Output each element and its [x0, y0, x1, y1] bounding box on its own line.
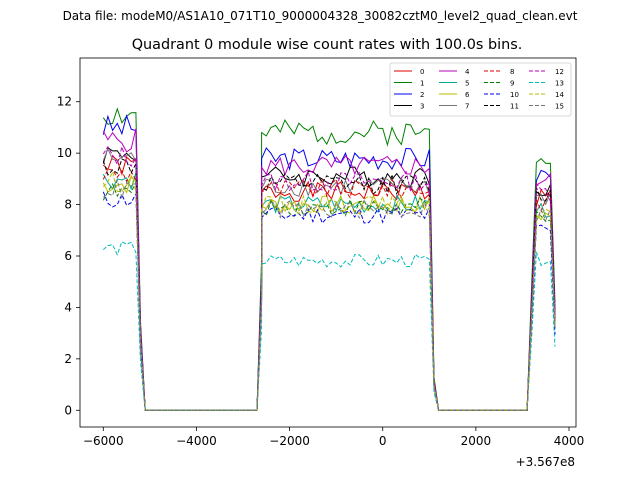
y-tick-label: 2 — [64, 352, 72, 366]
x-tick-label: 2000 — [461, 434, 492, 448]
y-tick-label: 0 — [64, 403, 72, 417]
legend-label: 11 — [510, 103, 519, 111]
legend-box — [389, 62, 572, 117]
legend-label: 7 — [465, 103, 469, 111]
plot-frame — [79, 57, 577, 428]
legend-label: 3 — [420, 103, 424, 111]
series-line-15 — [102, 178, 556, 411]
x-tick-label: −2000 — [269, 434, 310, 448]
legend-label: 4 — [465, 68, 470, 76]
x-tick-label: 0 — [379, 434, 387, 448]
legend-label: 8 — [510, 68, 514, 76]
legend-label: 12 — [555, 68, 564, 76]
legend-label: 15 — [555, 103, 564, 111]
chart-suptitle: Data file: modeM0/AS1A10_071T10_90000043… — [63, 9, 578, 23]
chart-title: Quadrant 0 module wise count rates with … — [132, 37, 523, 53]
legend-label: 2 — [420, 91, 424, 99]
legend-label: 10 — [510, 91, 519, 99]
plot-area — [79, 57, 577, 428]
legend-label: 9 — [510, 80, 514, 88]
legend-label: 1 — [420, 80, 424, 88]
x-offset-label: +3.567e8 — [516, 455, 575, 469]
y-tick-label: 4 — [64, 300, 72, 314]
series-line-14 — [102, 170, 556, 411]
y-tick-label: 8 — [64, 198, 72, 212]
y-tick-label: 6 — [64, 249, 72, 263]
y-tick-label: 10 — [57, 146, 72, 160]
x-axis: −6000 −4000 −2000 0 2000 4000 — [83, 427, 584, 448]
series-line-10 — [102, 191, 556, 411]
x-tick-label: 4000 — [554, 434, 585, 448]
legend-label: 13 — [555, 80, 564, 88]
y-tick-label: 12 — [57, 95, 72, 109]
plot-background — [80, 58, 576, 427]
legend-label: 14 — [555, 91, 564, 99]
y-axis: 0 2 4 6 8 10 12 — [57, 95, 80, 417]
x-tick-label: −4000 — [176, 434, 217, 448]
legend-label: 6 — [465, 91, 470, 99]
x-tick-label: −6000 — [83, 434, 124, 448]
legend-label: 0 — [420, 68, 424, 76]
legend-label: 5 — [465, 80, 469, 88]
series-layer — [102, 107, 556, 411]
